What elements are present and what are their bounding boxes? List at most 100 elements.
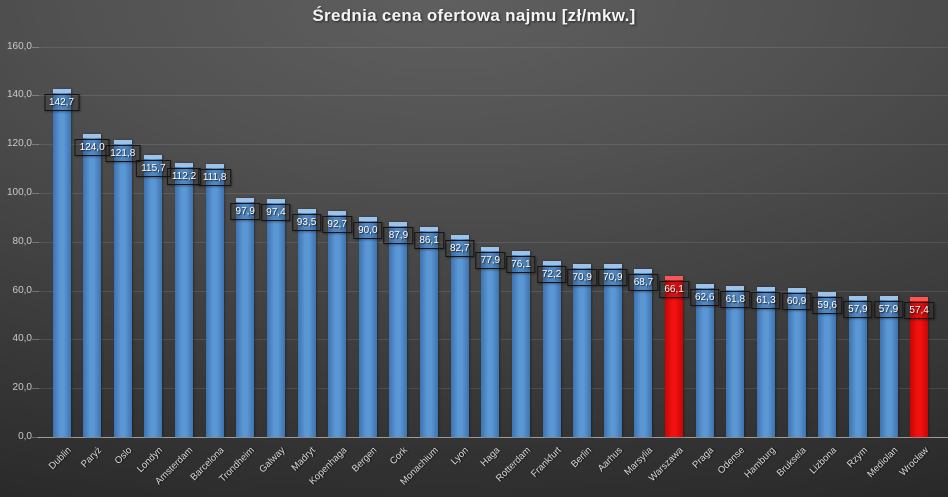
- bar-top-cap: [787, 288, 806, 293]
- bar-top-cap: [603, 263, 622, 268]
- bar: [236, 198, 255, 437]
- x-axis-category-label: Mediolan: [865, 445, 901, 481]
- value-label: 142,7: [43, 93, 80, 111]
- bar: [787, 288, 806, 437]
- bar-top-cap: [848, 295, 867, 300]
- bar: [481, 246, 500, 437]
- bar: [389, 222, 408, 437]
- value-label: 97,9: [230, 203, 260, 221]
- bar: [756, 287, 775, 437]
- bar: [511, 251, 530, 437]
- bar: [205, 164, 224, 437]
- y-axis-tick-label: 120,0: [6, 138, 32, 150]
- bar-top-cap: [665, 275, 684, 280]
- bar-top-cap: [328, 210, 347, 215]
- x-axis-category-label: Paryż: [78, 445, 104, 470]
- bar: [848, 295, 867, 437]
- y-axis-tick: [32, 241, 39, 243]
- bar-top-cap: [511, 251, 530, 256]
- bar: [542, 260, 561, 437]
- y-axis-tick-label: 100,0: [6, 186, 32, 198]
- gridline: [38, 95, 948, 97]
- x-axis-category-label: Cork: [388, 445, 411, 467]
- bar: [113, 139, 132, 437]
- bar-top-cap: [175, 163, 194, 168]
- bar: [450, 235, 469, 437]
- value-label: 82,7: [444, 240, 475, 258]
- bar-top-cap: [481, 246, 500, 251]
- y-axis-tick: [32, 290, 39, 292]
- x-axis-category-label: Dublin: [46, 445, 74, 472]
- bar-top-cap: [266, 199, 285, 204]
- value-label: 121,8: [105, 144, 141, 162]
- x-axis-category-label: Frankfurt: [528, 445, 564, 480]
- x-axis-category-label: Hamburg: [742, 445, 778, 481]
- bar-top-cap: [756, 287, 775, 292]
- y-axis-tick-label: 60,0: [12, 284, 32, 296]
- x-axis-category-label: Galway: [257, 445, 288, 476]
- value-label: 70,9: [598, 268, 628, 286]
- x-axis-category-label: Lyon: [449, 445, 472, 468]
- value-label: 61,8: [720, 291, 751, 309]
- value-label: 111,8: [197, 169, 232, 187]
- bar-top-cap: [358, 217, 377, 222]
- bar: [818, 291, 837, 437]
- value-label: 66,1: [659, 280, 689, 298]
- value-label: 115,7: [136, 159, 171, 177]
- x-axis-category-label: Praga: [690, 445, 717, 471]
- bar-top-cap: [389, 222, 408, 227]
- bar: [634, 269, 653, 437]
- y-axis-tick: [32, 95, 39, 97]
- x-axis-category-label: Oslo: [112, 445, 135, 467]
- value-label: 57,4: [904, 301, 934, 319]
- value-label: 60,9: [781, 293, 812, 311]
- value-label: 86,1: [414, 231, 444, 249]
- bar-top-cap: [542, 260, 561, 265]
- bar: [726, 286, 745, 437]
- bar-top-cap: [695, 284, 714, 289]
- y-axis-tick: [32, 388, 39, 390]
- bar-top-cap: [879, 295, 898, 300]
- y-axis-tick-label: 140,0: [6, 89, 32, 101]
- gridline: [38, 144, 948, 146]
- value-label: 72,2: [536, 265, 567, 283]
- x-axis-category-label: Bergen: [350, 445, 380, 475]
- y-axis-tick: [32, 339, 39, 341]
- bar-highlighted: [665, 275, 684, 437]
- y-axis-tick-label: 160,0: [6, 40, 32, 52]
- bar: [297, 208, 316, 437]
- chart-title: Średnia cena ofertowa najmu [zł/mkw.]: [312, 6, 636, 25]
- value-label: 92,7: [322, 215, 352, 233]
- bar: [420, 226, 439, 437]
- value-label: 112,2: [166, 168, 202, 186]
- x-axis-category-label: Madryt: [289, 445, 319, 474]
- bar: [879, 295, 898, 437]
- value-label: 57,9: [873, 300, 904, 318]
- bar-top-cap: [205, 164, 224, 169]
- bar-top-cap: [726, 286, 745, 291]
- value-label: 59,6: [812, 296, 842, 314]
- value-label: 90,0: [353, 222, 383, 240]
- value-label: 68,7: [628, 274, 659, 292]
- bar: [573, 263, 592, 437]
- gridline: [38, 192, 948, 194]
- x-axis-category-label: Wrocław: [897, 445, 931, 479]
- y-axis-tick-label: 80,0: [12, 235, 32, 247]
- bar-top-cap: [634, 269, 653, 274]
- bar: [266, 199, 285, 437]
- gridline: [38, 46, 948, 48]
- bar-top-cap: [818, 291, 837, 296]
- y-axis-tick-label: 20,0: [12, 382, 32, 394]
- x-axis-category-label: Bruksela: [774, 445, 809, 479]
- bar-top-cap: [52, 88, 71, 93]
- bar-top-cap: [83, 134, 102, 139]
- bar: [52, 88, 71, 437]
- x-axis-category-label: Rzym: [844, 445, 870, 470]
- y-axis-tick: [32, 46, 39, 48]
- y-axis-tick: [32, 437, 39, 438]
- bar-top-cap: [910, 296, 929, 301]
- value-label: 57,9: [843, 300, 873, 318]
- bar-highlighted: [910, 296, 929, 437]
- value-label: 87,9: [383, 227, 414, 245]
